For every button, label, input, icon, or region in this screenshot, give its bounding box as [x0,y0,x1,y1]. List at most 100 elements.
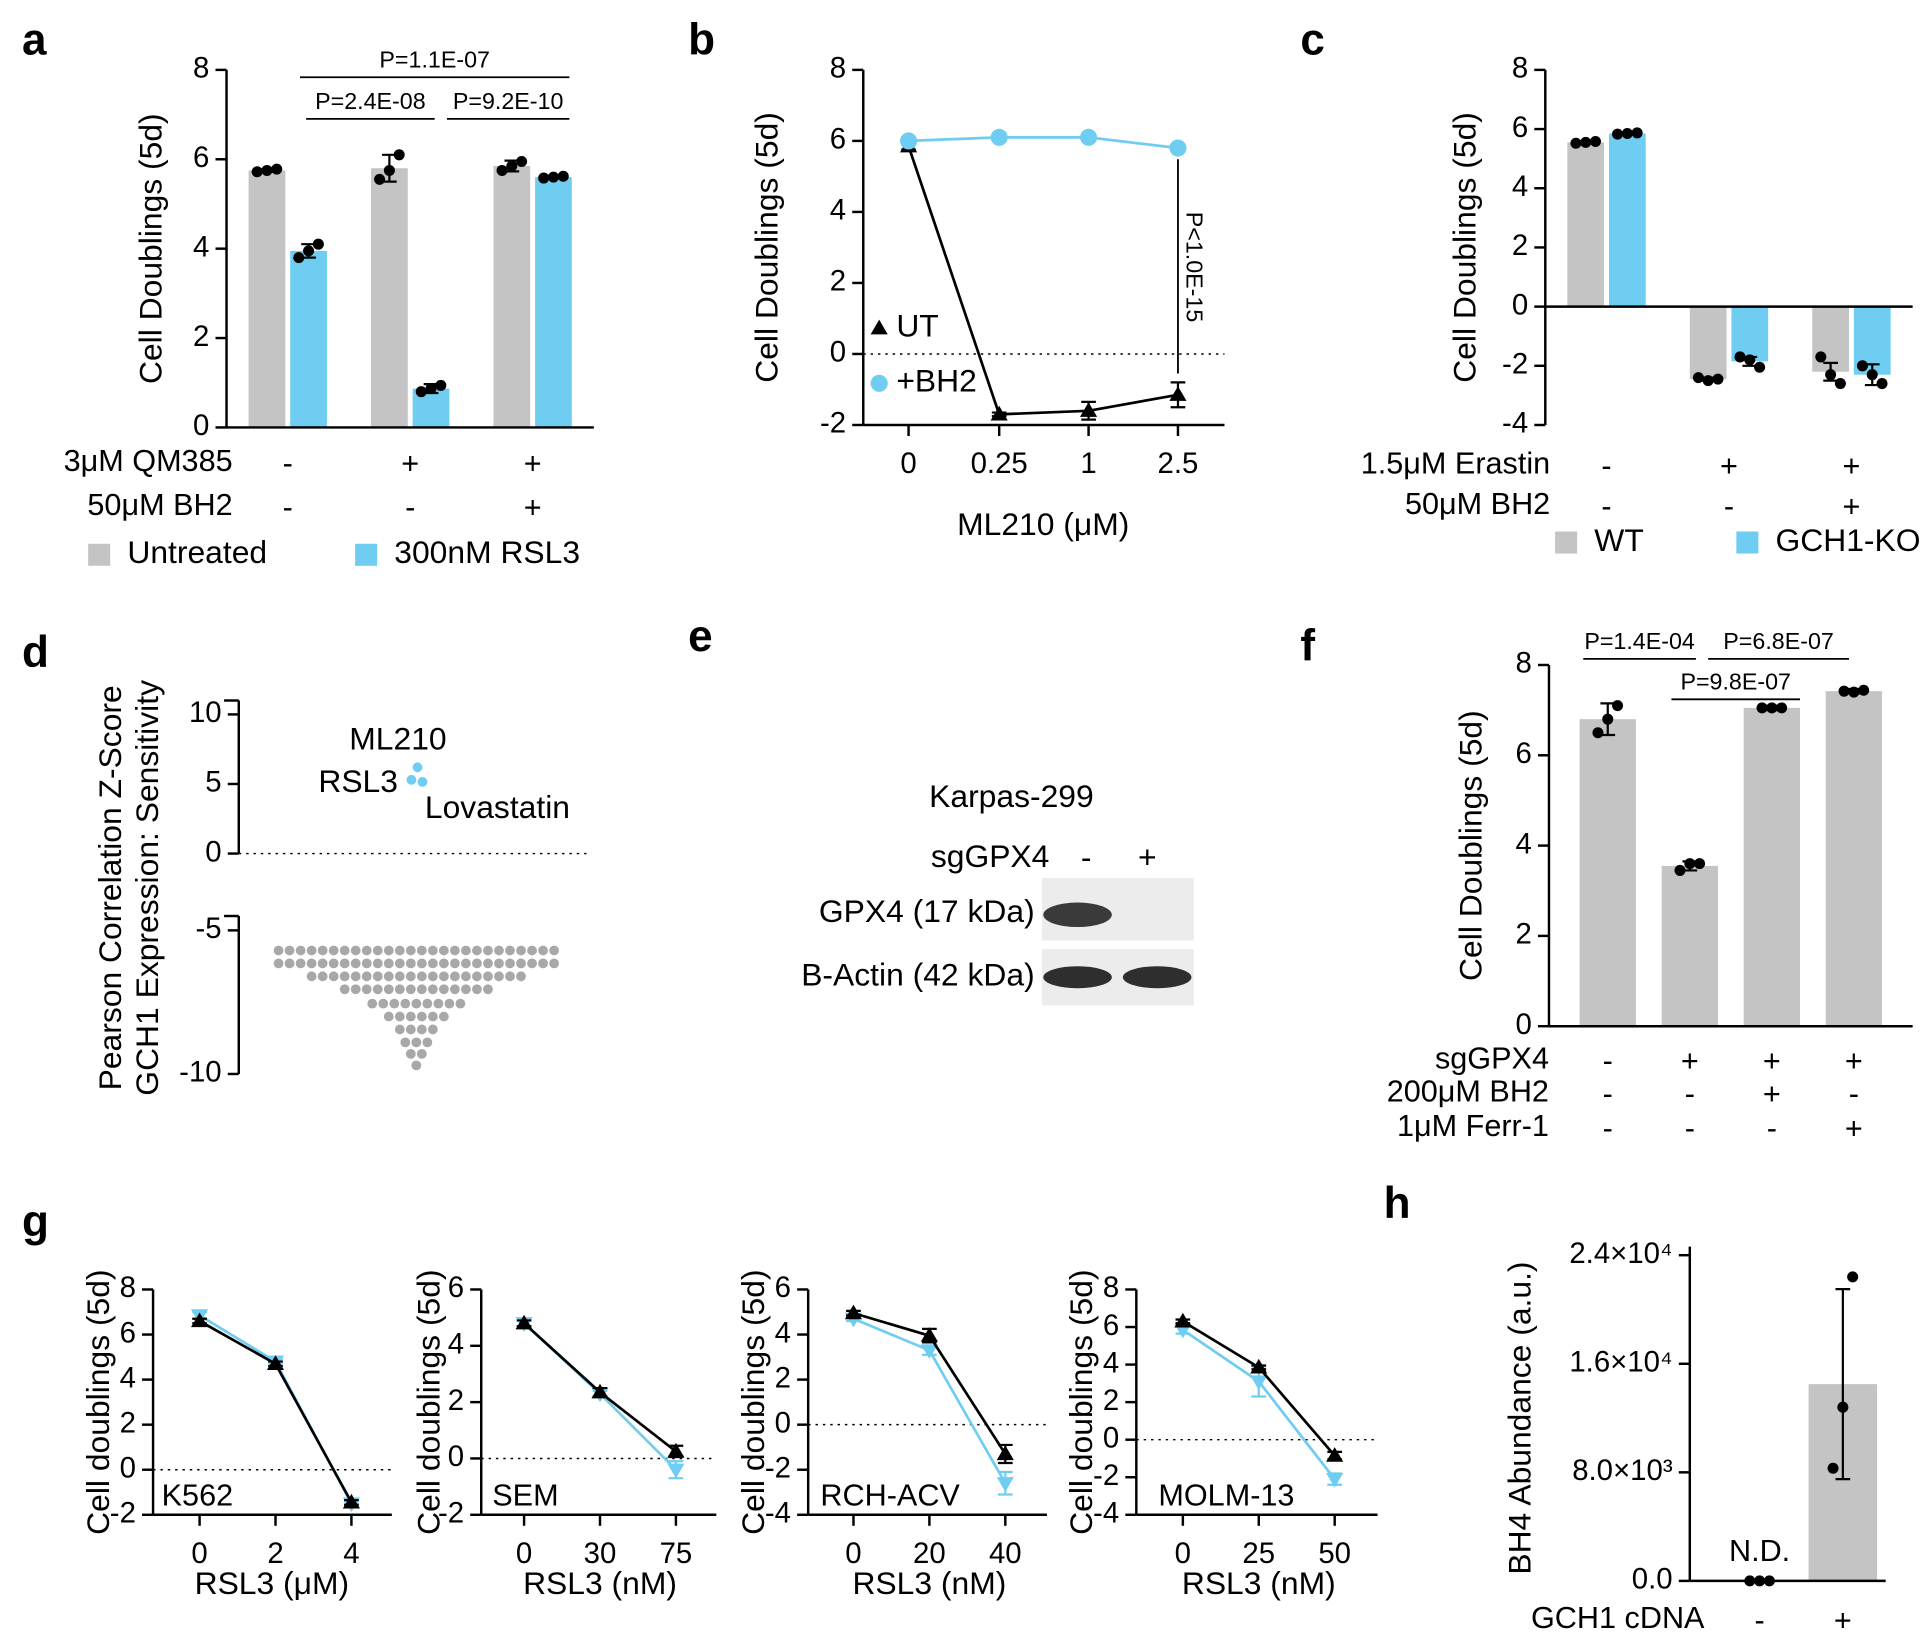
y-axis-label: Cell Doublings (5d) [132,113,168,384]
swarm-point [273,945,284,956]
marker [591,1383,609,1399]
swarm-point [444,998,455,1009]
swarm-point [389,998,400,1009]
swarm-point [400,1037,411,1048]
band [1043,966,1112,989]
swarm-point [306,958,317,969]
y-tick-label: 2 [1515,918,1531,951]
legend-label: UT [896,308,938,344]
x-axis-label: RSL3 (nM) [523,1565,677,1601]
swarm-point [416,1048,427,1059]
marker [1250,1375,1268,1391]
condition-sign: + [1842,449,1860,483]
swarm-point [505,971,515,982]
marker [844,1304,863,1320]
condition-sign: - [283,491,293,525]
marker [920,1344,938,1359]
swarm-point [527,958,537,969]
y-tick-label: 2 [120,1406,136,1439]
swarm-point [306,945,317,956]
y-tick-label: 6 [193,141,209,174]
data-point [1712,373,1724,385]
swarm-point [438,958,449,969]
y-tick-label: 6 [1103,1309,1119,1342]
swarm-point [372,971,383,982]
condition-sign: + [1842,489,1860,523]
data-point [1848,686,1860,698]
condition-label: 3μM QM385 [64,444,233,478]
data-point [293,252,305,264]
marker [667,1442,685,1458]
panel-letter: e [688,612,713,661]
swarm-point [400,998,411,1009]
swarm-point [405,1024,416,1035]
marker [266,1355,285,1370]
data-point [1827,1462,1839,1474]
swarm-point [433,998,444,1009]
data-point [1612,700,1624,712]
y-tick-label: 6 [830,123,846,156]
swarm-point [405,958,416,969]
swarm-point [405,984,416,995]
y-tick-label: 4 [1512,170,1528,203]
swarm-point [472,945,482,956]
data-point [1866,369,1878,381]
swarm-point [328,971,339,982]
condition-sign: + [524,446,542,480]
marker [990,405,1008,421]
swarm-point [306,971,317,982]
data-point [1692,372,1704,384]
legend-label: +BH2 [896,363,977,399]
y-tick-label: 2 [1103,1384,1119,1417]
condition-label: 1μM Ferr-1 [1397,1109,1549,1143]
y-tick-label: 4 [830,194,846,227]
data-point [1754,1575,1766,1587]
y-tick-label: 2 [448,1384,464,1417]
swarm-point [317,958,328,969]
y-tick-label: 0 [1515,1008,1531,1041]
swarm-point [394,1024,405,1035]
swarm-point [416,1011,427,1022]
condition-label: 50μM BH2 [87,488,232,522]
condition-sign: - [1601,449,1611,483]
swarm-point [472,971,482,982]
highlight-point [417,777,428,787]
y-axis-label: BH4 Abundance (a.u.) [1501,1261,1537,1574]
swarm-point [328,945,339,956]
swarm-point [472,984,482,995]
x-axis-label: RSL3 (nM) [1182,1565,1336,1601]
y-tick-label: 4 [775,1316,791,1349]
line [908,136,1179,150]
p-value: P=6.8E-07 [1723,628,1834,654]
swarm-point [328,958,339,969]
marker [1169,139,1187,157]
swarm-point [361,945,372,956]
y-tick-label: 0 [830,336,846,369]
bar [1689,306,1727,380]
p-value: P=1.4E-04 [1584,628,1695,654]
y-tick-label: 4 [193,230,209,263]
data-point [1776,702,1788,714]
data-point [261,164,273,176]
swarm-point [361,958,372,969]
swarm-point [394,958,405,969]
marker [515,1314,533,1330]
condition-sign: - [1849,1077,1859,1111]
bar [1608,133,1646,307]
swarm-point [394,1011,405,1022]
swarm-point [549,958,559,969]
swarm-point [383,945,394,956]
lane-sign: - [1081,839,1092,875]
swarm-point [317,945,328,956]
swarm-point [394,971,405,982]
y-tick-label: 8 [120,1271,136,1304]
y-tick-label: 8.0×10³ [1572,1454,1673,1487]
swarm-point [422,1037,433,1048]
swarm-point [383,1011,394,1022]
error-bar [1835,1288,1851,1481]
data-point [435,379,447,391]
condition-sign: + [1845,1044,1863,1078]
data-point [1766,702,1778,714]
swarm-point [483,984,493,995]
